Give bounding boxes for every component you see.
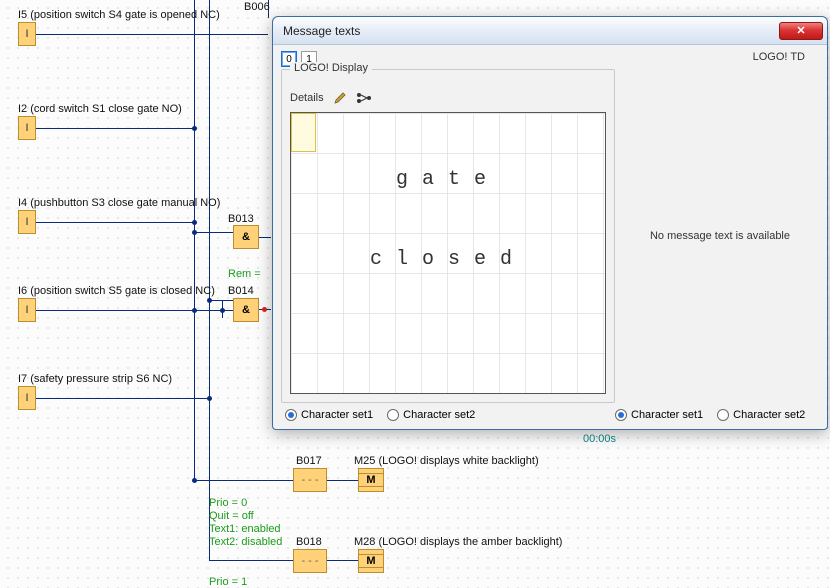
charset-right-group: Character set1 Character set2 (615, 403, 819, 421)
input-block-i7[interactable]: I (18, 386, 36, 410)
block-label: I7 (safety pressure strip S6 NC) (18, 373, 172, 385)
charset-left-group: Character set1 Character set2 (281, 403, 609, 421)
block-prop: Rem = (228, 268, 261, 280)
block-label: B013 (228, 213, 254, 225)
close-icon: ✕ (796, 24, 805, 37)
msg-block-b017[interactable]: - - - (293, 468, 327, 492)
logo-td-pane: No message text is available (621, 69, 819, 403)
logo-td-label: LOGO! TD (753, 51, 819, 63)
block-prop: Text2: disabled (209, 536, 282, 548)
wire-node (192, 220, 197, 225)
fieldset-legend: LOGO! Display (290, 62, 372, 74)
radio-icon (717, 409, 729, 421)
wire (36, 128, 194, 129)
wire (259, 237, 271, 238)
flag-block-m28[interactable]: M (358, 549, 384, 573)
radio-icon (615, 409, 627, 421)
block-label: M28 (LOGO! displays the amber backlight) (354, 536, 562, 548)
wire (194, 232, 233, 233)
display-line-1: gate (291, 168, 605, 191)
radio-label: Character set2 (403, 409, 475, 421)
flag-block-m25[interactable]: M (358, 468, 384, 492)
wire-node (207, 298, 212, 303)
block-label: I2 (cord switch S1 close gate NO) (18, 103, 182, 115)
wire-node (220, 308, 225, 313)
wire-node (192, 126, 197, 131)
dialog-body: 0 1 LOGO! TD LOGO! Display Details (273, 45, 827, 429)
wire (209, 0, 210, 561)
wire-node (207, 396, 212, 401)
wire-node (192, 478, 197, 483)
block-label: B017 (296, 455, 322, 467)
radio-charset1-right[interactable]: Character set1 (615, 409, 703, 421)
display-cursor (291, 113, 316, 152)
wire (36, 398, 209, 399)
block-prop: Prio = 0 (209, 497, 247, 509)
dialog-titlebar[interactable]: Message texts ✕ (273, 17, 827, 45)
wire (36, 310, 233, 311)
and-block-b013[interactable]: & (233, 225, 259, 249)
display-line-2: closed (291, 248, 605, 271)
block-prop: Quit = off (209, 510, 254, 522)
input-block-i5[interactable]: I (18, 22, 36, 46)
input-block-i6[interactable]: I (18, 298, 36, 322)
radio-label: Character set1 (631, 409, 703, 421)
block-label: B018 (296, 536, 322, 548)
input-block-i4[interactable]: I (18, 210, 36, 234)
details-label: Details (290, 92, 324, 104)
radio-label: Character set2 (733, 409, 805, 421)
dialog-title: Message texts (283, 24, 779, 38)
radio-icon (387, 409, 399, 421)
nodes-icon[interactable] (356, 90, 372, 106)
radio-label: Character set1 (301, 409, 373, 421)
wire (194, 0, 195, 481)
block-label: B006 (244, 1, 270, 13)
wire-node (192, 308, 197, 313)
close-button[interactable]: ✕ (779, 22, 823, 40)
wire (327, 560, 358, 561)
msg-block-b018[interactable]: - - - (293, 549, 327, 573)
message-texts-dialog: Message texts ✕ 0 1 LOGO! TD LOGO! Displ… (272, 16, 828, 430)
logo-display-fieldset: LOGO! Display Details (281, 69, 615, 403)
edit-icon[interactable] (332, 90, 348, 106)
wire-node (192, 230, 197, 235)
timer-value: 00:00s (583, 433, 616, 445)
radio-charset1-left[interactable]: Character set1 (285, 409, 373, 421)
radio-charset2-left[interactable]: Character set2 (387, 409, 475, 421)
wire-end-dot (262, 307, 267, 312)
wire (209, 560, 293, 561)
input-block-i2[interactable]: I (18, 116, 36, 140)
wire (36, 222, 194, 223)
radio-charset2-right[interactable]: Character set2 (717, 409, 805, 421)
wire (327, 480, 358, 481)
block-label: B014 (228, 285, 254, 297)
display-preview[interactable]: gate closed (290, 112, 606, 394)
block-label: I6 (position switch S5 gate is closed NC… (18, 285, 215, 297)
block-prop: Text1: enabled (209, 523, 281, 535)
wire (36, 34, 268, 35)
block-label: M25 (LOGO! displays white backlight) (354, 455, 539, 467)
block-label: I4 (pushbutton S3 close gate manual NO) (18, 197, 220, 209)
wire (209, 300, 233, 301)
block-prop: Prio = 1 (209, 576, 247, 588)
block-label: I5 (position switch S4 gate is opened NC… (18, 9, 220, 21)
and-block-b014[interactable]: & (233, 298, 259, 322)
radio-icon (285, 409, 297, 421)
no-message-label: No message text is available (650, 230, 790, 242)
